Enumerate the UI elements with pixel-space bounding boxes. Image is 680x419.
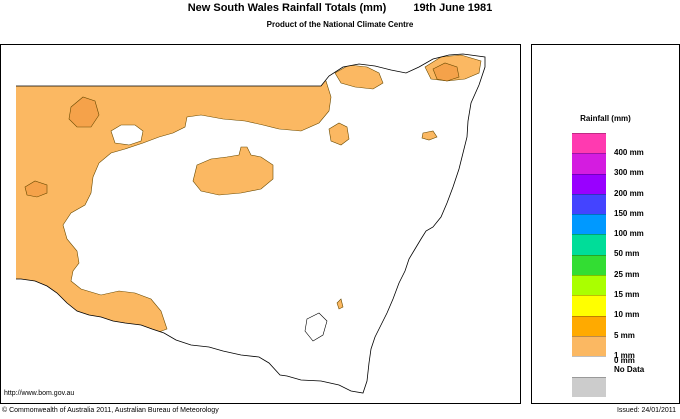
- rain-area-north: [334, 64, 384, 90]
- legend-label-400: 400 mm: [614, 148, 644, 157]
- issued-date: Issued: 24/01/2011: [616, 407, 676, 414]
- swatch-5: [572, 315, 606, 336]
- map-panel: [0, 44, 521, 404]
- legend-label-200: 200 mm: [614, 188, 644, 198]
- legend-label-0: 0 mm: [614, 356, 635, 366]
- legend-label-50: 50 mm: [614, 249, 640, 259]
- nsw-border: [16, 53, 486, 394]
- legend-label-15: 15 mm: [614, 290, 640, 300]
- swatch-1: [572, 335, 606, 357]
- map-title: New South Wales Rainfall Totals (mm) 19t…: [0, 2, 680, 14]
- rain-area-west: [16, 80, 332, 336]
- swatch-200: [572, 173, 606, 194]
- legend-label-300: 300 mm: [614, 168, 644, 178]
- rain-core-ne: [432, 62, 460, 82]
- rain-core-1: [68, 96, 100, 128]
- rain-area-central: [192, 146, 274, 196]
- swatch-0: [572, 356, 606, 377]
- title-text: New South Wales Rainfall Totals (mm): [187, 2, 387, 14]
- map-subtitle: Product of the National Climate Centre: [266, 20, 414, 29]
- legend-color-bar: [572, 133, 606, 397]
- legend-label-25: 25 mm: [614, 269, 640, 279]
- swatch-25: [572, 254, 606, 276]
- swatch-15: [572, 275, 606, 296]
- legend-label-5: 5 mm: [614, 330, 635, 340]
- swatch-nodata: [572, 376, 606, 397]
- rain-core-2: [24, 180, 48, 198]
- legend-label-150: 150 mm: [614, 208, 644, 218]
- legend-title: Rainfall (mm): [580, 114, 631, 123]
- swatch-400: [572, 133, 606, 154]
- legend-label-100: 100 mm: [614, 229, 644, 239]
- legend-label-10: 10 mm: [614, 310, 640, 320]
- swatch-150: [572, 193, 606, 215]
- legend-label-1: 1 mm: [614, 350, 635, 360]
- swatch-50: [572, 234, 606, 255]
- rain-area-tablelands: [328, 122, 350, 146]
- act-border: [304, 312, 328, 342]
- dry-hole-west: [110, 124, 144, 146]
- legend-label-nodata: No Data: [614, 365, 645, 375]
- swatch-300: [572, 153, 606, 174]
- legend-panel: Rainfall (mm) 400 mm 300 mm 200 mm 150 m…: [531, 44, 680, 404]
- legend-labels: 400 mm 300 mm 200 mm 150 mm 100 mm 50 mm…: [614, 133, 674, 377]
- copyright: © Commonwealth of Australia 2011, Austra…: [2, 407, 219, 414]
- bom-url[interactable]: http://www.bom.gov.au: [4, 390, 75, 397]
- act-inner: [336, 298, 344, 310]
- rain-area-small: [421, 130, 438, 141]
- swatch-10: [572, 295, 606, 316]
- title-date: 19th June 1981: [413, 2, 493, 14]
- swatch-100: [572, 214, 606, 235]
- nsw-rainfall-map: [16, 53, 486, 394]
